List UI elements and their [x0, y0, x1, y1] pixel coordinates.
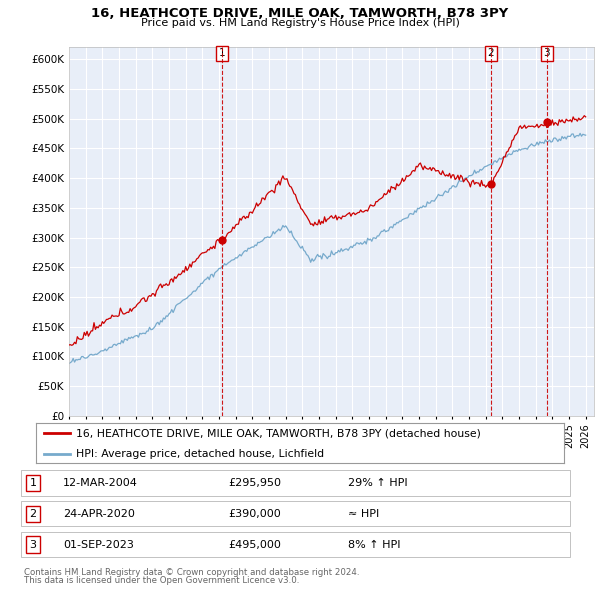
Text: 3: 3	[29, 540, 37, 549]
Text: HPI: Average price, detached house, Lichfield: HPI: Average price, detached house, Lich…	[76, 450, 324, 460]
Text: 01-SEP-2023: 01-SEP-2023	[63, 540, 134, 549]
Text: £495,000: £495,000	[228, 540, 281, 549]
Text: 29% ↑ HPI: 29% ↑ HPI	[348, 478, 407, 488]
Text: 2: 2	[488, 48, 494, 58]
Text: 8% ↑ HPI: 8% ↑ HPI	[348, 540, 401, 549]
Text: ≈ HPI: ≈ HPI	[348, 509, 379, 519]
Text: Price paid vs. HM Land Registry's House Price Index (HPI): Price paid vs. HM Land Registry's House …	[140, 18, 460, 28]
Text: 12-MAR-2004: 12-MAR-2004	[63, 478, 138, 488]
Text: £295,950: £295,950	[228, 478, 281, 488]
Text: 24-APR-2020: 24-APR-2020	[63, 509, 135, 519]
Text: 16, HEATHCOTE DRIVE, MILE OAK, TAMWORTH, B78 3PY: 16, HEATHCOTE DRIVE, MILE OAK, TAMWORTH,…	[91, 7, 509, 20]
Text: 16, HEATHCOTE DRIVE, MILE OAK, TAMWORTH, B78 3PY (detached house): 16, HEATHCOTE DRIVE, MILE OAK, TAMWORTH,…	[76, 428, 481, 438]
Text: 2: 2	[29, 509, 37, 519]
Text: 3: 3	[544, 48, 550, 58]
Text: 1: 1	[29, 478, 37, 488]
Text: 1: 1	[219, 48, 226, 58]
Text: £390,000: £390,000	[228, 509, 281, 519]
Text: This data is licensed under the Open Government Licence v3.0.: This data is licensed under the Open Gov…	[24, 576, 299, 585]
Text: Contains HM Land Registry data © Crown copyright and database right 2024.: Contains HM Land Registry data © Crown c…	[24, 568, 359, 577]
